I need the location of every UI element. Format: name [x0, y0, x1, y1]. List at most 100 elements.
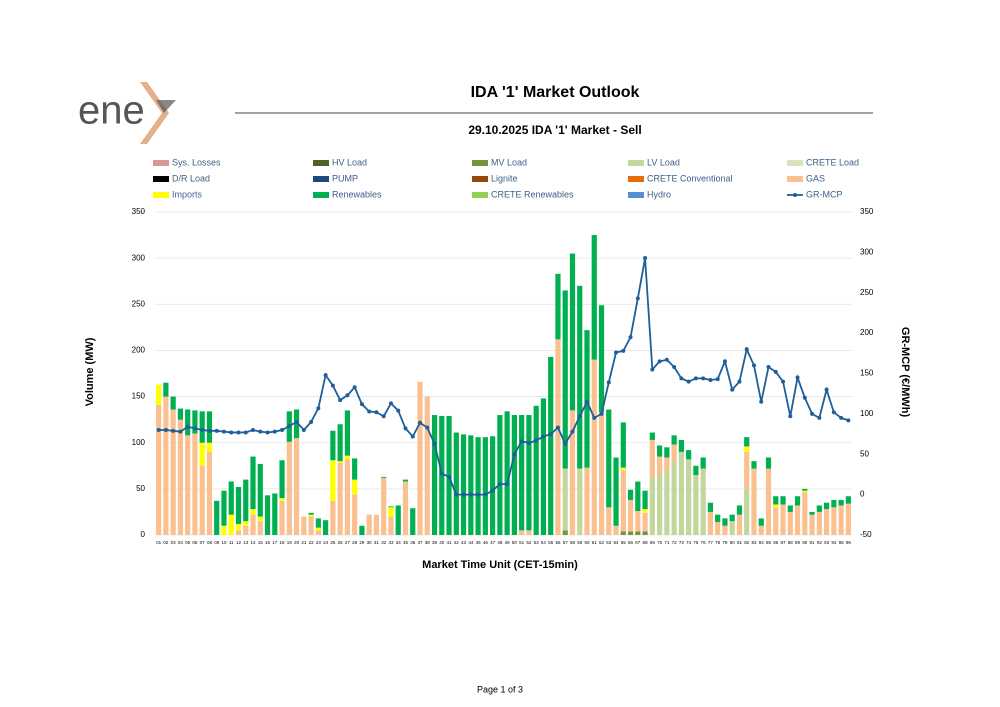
bar-segment: [206, 442, 213, 452]
bar-segment: [424, 396, 430, 535]
bar-segment: [315, 527, 321, 531]
chart-subtitle: 29.10.2025 IDA '1' Market - Sell: [468, 123, 641, 137]
mcp-point: [330, 383, 335, 388]
bar-segment: [722, 518, 728, 526]
mcp-point: [425, 425, 430, 430]
bar-segment: [460, 434, 467, 535]
mcp-point: [236, 430, 241, 435]
bar-segment: [185, 409, 191, 436]
y2-tick-label: 250: [860, 288, 874, 297]
bar-segment: [185, 435, 191, 535]
y2-tick-label: 100: [860, 409, 874, 418]
x-tick-label: 71: [664, 540, 670, 545]
bar-segment: [250, 509, 256, 515]
mcp-point: [614, 350, 619, 355]
bar-segment: [816, 511, 822, 535]
bar-segment: [678, 451, 684, 535]
y-axis-label: Volume (MW): [84, 337, 96, 406]
bar-segment: [308, 516, 314, 535]
legend-swatch: [153, 176, 169, 182]
bar-segment: [627, 531, 634, 535]
mcp-point: [163, 428, 168, 433]
bar-segment: [606, 507, 612, 535]
x-tick-label: 96: [846, 540, 852, 545]
logo: ene: [78, 82, 176, 144]
bar-segment: [773, 496, 779, 505]
mcp-point: [577, 414, 582, 419]
mcp-point: [679, 376, 684, 381]
logo-text: ene: [78, 89, 145, 133]
mcp-point: [693, 376, 698, 381]
mcp-point: [221, 429, 226, 434]
bar-segment: [780, 496, 786, 505]
mcp-point: [352, 385, 357, 390]
legend-label: CRETE Renewables: [491, 189, 574, 199]
mcp-point: [497, 482, 502, 487]
x-tick-label: 75: [693, 540, 699, 545]
bar-segment: [678, 439, 684, 452]
mcp-point: [418, 420, 423, 425]
bar-segment: [620, 470, 626, 532]
y2-tick-label: 350: [860, 207, 874, 216]
bar-segment: [156, 384, 162, 405]
y-tick-label: 300: [132, 253, 146, 262]
bar-segment: [337, 461, 343, 464]
legend-label: PUMP: [332, 173, 358, 183]
mcp-point: [287, 423, 292, 428]
bar-segment: [250, 514, 256, 535]
bar-segment: [656, 475, 663, 535]
mcp-point: [817, 415, 822, 420]
bar-segment: [337, 463, 343, 535]
bar-segment: [823, 509, 830, 535]
x-tick-label: 67: [635, 540, 641, 545]
bar-segment: [620, 531, 626, 535]
mcp-point: [788, 414, 793, 419]
legend-swatch: [628, 192, 644, 198]
bar-segment: [584, 467, 590, 535]
mcp-point: [388, 401, 393, 406]
bar-segment: [780, 504, 786, 535]
x-tick-label: 82: [744, 540, 750, 545]
bar-segment: [845, 496, 851, 504]
legend-label: LV Load: [647, 157, 680, 167]
bar-segment: [809, 514, 815, 535]
x-tick-label: 04: [178, 540, 184, 545]
x-tick-label: 89: [795, 540, 801, 545]
mcp-point: [229, 430, 234, 435]
mcp-point: [410, 434, 415, 439]
x-tick-label: 52: [526, 540, 532, 545]
bar-segment: [286, 441, 292, 535]
bar-segment: [497, 415, 503, 535]
x-tick-label: 51: [519, 540, 525, 545]
x-tick-label: 50: [512, 540, 518, 545]
bar-segment: [388, 516, 394, 535]
x-tick-label: 55: [548, 540, 554, 545]
legend-label: CRETE Load: [806, 157, 859, 167]
mcp-point: [708, 377, 713, 382]
x-tick-label: 70: [657, 540, 663, 545]
bar-segment: [627, 489, 634, 500]
mcp-point: [737, 379, 742, 384]
x-tick-label: 46: [483, 540, 489, 545]
mcp-point: [831, 410, 836, 415]
mcp-point: [280, 428, 285, 433]
mcp-point: [178, 429, 183, 434]
x-tick-label: 64: [614, 540, 620, 545]
x-tick-label: 13: [243, 540, 249, 545]
bar-segment: [388, 506, 394, 508]
mcp-point: [555, 425, 560, 430]
x-tick-label: 03: [171, 540, 177, 545]
bar-segment: [243, 521, 249, 526]
bar-segment: [736, 514, 743, 535]
x-tick-label: 60: [584, 540, 590, 545]
x-tick-label: 31: [374, 540, 380, 545]
mcp-point: [185, 424, 190, 429]
x-tick-label: 41: [447, 540, 453, 545]
x-axis-label: Market Time Unit (CET-15min): [422, 559, 578, 571]
mcp-point: [251, 428, 256, 433]
mcp-point: [483, 492, 488, 497]
mcp-point: [505, 482, 510, 487]
bar-segment: [504, 411, 510, 535]
legend-swatch: [793, 193, 797, 197]
x-tick-label: 39: [432, 540, 438, 545]
